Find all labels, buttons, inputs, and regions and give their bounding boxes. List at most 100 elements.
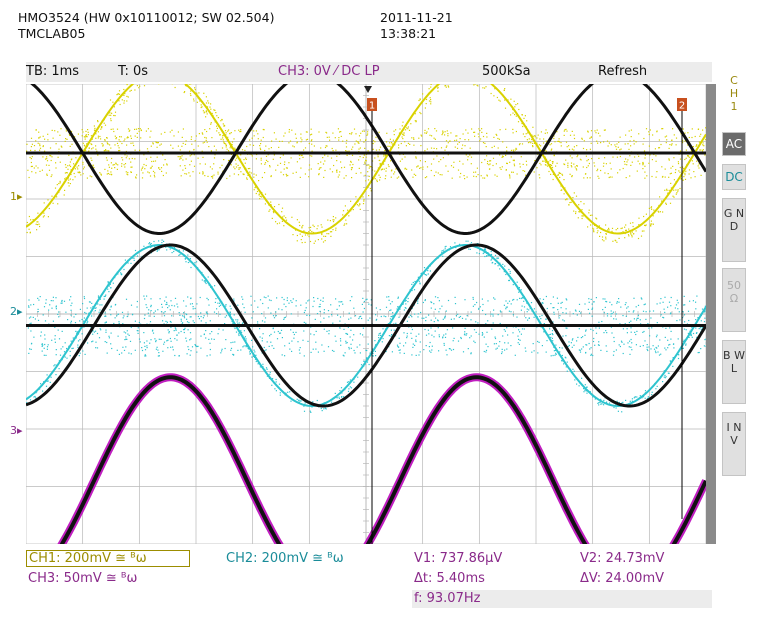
ch2-noise-point [525, 350, 527, 352]
ch1-envelope-point [123, 100, 125, 102]
bandwidth-limit-button[interactable]: B W L [722, 340, 746, 404]
ch2-noise-point [190, 350, 192, 352]
ch1-envelope-point [101, 126, 103, 128]
ch2-noise-point [290, 313, 292, 315]
ch1-envelope-point [227, 136, 229, 138]
ch1-noise-point [669, 173, 671, 175]
timebase-readout[interactable]: TB: 1ms [26, 64, 80, 79]
ac-coupling-button[interactable]: AC [722, 132, 746, 156]
ch1-envelope-point [424, 107, 426, 109]
cursor-1-marker[interactable] [367, 98, 377, 111]
ch1-noise-point [61, 146, 63, 148]
trigger-readout[interactable]: CH3: 0V ⁄ DC LP [278, 64, 380, 79]
ch2-noise-point [585, 344, 587, 346]
ch2-envelope-point [465, 240, 467, 242]
ch1-noise-point [65, 130, 67, 132]
ch2-noise-point [143, 295, 145, 297]
cursor-lines[interactable]: 1 2 [364, 86, 687, 544]
ch2-noise-point [91, 302, 93, 304]
ch2-envelope-point [683, 339, 685, 341]
ch1-noise-point [42, 145, 44, 147]
ch2-noise-point [183, 312, 185, 314]
ch2-noise-point [507, 342, 509, 344]
ch1-noise-point [505, 128, 507, 130]
ch1-envelope-point [309, 229, 311, 231]
dc-coupling-button[interactable]: DC [722, 164, 746, 190]
ch2-settings[interactable]: CH2: 200mV ≅ ᴮω [226, 551, 344, 566]
50-ohm-button[interactable]: 50 Ω [722, 268, 746, 332]
ch2-noise-point [424, 299, 426, 301]
scope-screen[interactable]: 1 2 [26, 84, 706, 544]
ch2-envelope-point [672, 365, 674, 367]
ch1-noise-point [324, 154, 326, 156]
ch3-settings[interactable]: CH3: 50mV ≅ ᴮω [28, 571, 138, 586]
sample-rate-readout[interactable]: 500kSa [482, 64, 531, 79]
ch1-ground-marker[interactable]: 1▸ [10, 190, 23, 203]
acquisition-mode[interactable]: Refresh [598, 64, 648, 79]
ch1-noise-point [658, 147, 661, 149]
ch2-envelope-point [94, 307, 96, 309]
ch2-envelope-point [633, 397, 635, 399]
ch1-envelope-point [591, 214, 593, 216]
ch1-noise-point [477, 174, 479, 176]
ch1-noise-point [449, 140, 451, 142]
ch2-ground-marker[interactable]: 2▸ [10, 305, 23, 318]
ch1-settings-box[interactable]: CH1: 200mV ≅ ᴮω [26, 550, 190, 567]
ch1-noise-point [550, 143, 553, 145]
ch2-noise-point [653, 348, 656, 350]
ch2-noise-point [89, 301, 91, 303]
ch2-noise-point [136, 330, 138, 332]
ch2-noise-point [550, 336, 552, 338]
ch1-noise-point [350, 167, 353, 169]
ch1-envelope-point [521, 122, 523, 125]
ch1-envelope-point [499, 100, 501, 102]
ch1-noise-point [671, 143, 673, 145]
ch1-noise-point [354, 143, 356, 145]
ch1-noise-point [355, 172, 357, 174]
ch1-noise-point [522, 163, 524, 165]
ch2-envelope-point [123, 268, 125, 271]
ch1-noise-point [185, 173, 188, 175]
ch1-noise-point [134, 158, 136, 160]
ch2-noise-point [535, 311, 537, 313]
trigger-position-marker[interactable] [364, 86, 372, 93]
ch2-noise-point [591, 307, 594, 309]
ch2-envelope-point [609, 402, 611, 404]
ch1-noise-point [407, 128, 409, 130]
ch1-noise-point [614, 144, 616, 146]
trigger-time-readout[interactable]: T: 0s [118, 64, 149, 79]
ch3-ground-marker[interactable]: 3▸ [10, 424, 23, 437]
ch1-noise-point [506, 162, 508, 164]
ch1-noise-point [582, 147, 585, 150]
ch1-noise-point [164, 159, 166, 161]
ch2-noise-point [414, 313, 416, 315]
ch1-noise-point [617, 146, 619, 148]
ch2-noise-point [108, 335, 110, 337]
ch2-envelope-point [91, 315, 93, 317]
ch2-noise-point [349, 336, 351, 338]
ch2-envelope-point [205, 282, 207, 285]
invert-button[interactable]: I N V [722, 412, 746, 476]
ch1-noise-point [54, 130, 56, 132]
ch1-noise-point [459, 138, 461, 140]
ch1-noise-point [82, 173, 84, 175]
ch2-noise-point [51, 339, 53, 341]
ch2-noise-point [625, 302, 627, 304]
ch2-noise-point [348, 346, 350, 349]
ch1-noise-point [365, 156, 367, 158]
ch1-envelope-point [595, 217, 597, 219]
ch1-noise-point [234, 130, 236, 132]
ch1-noise-point [127, 128, 130, 130]
ch2-noise-point [272, 315, 275, 317]
ch2-noise-point [591, 303, 593, 305]
ch1-noise-point [265, 145, 267, 147]
ch2-noise-point [243, 330, 245, 332]
ch2-noise-point [646, 344, 648, 346]
ch1-noise-point [365, 160, 367, 162]
gnd-button[interactable]: G N D [722, 198, 746, 262]
cursor-2-marker[interactable] [677, 98, 687, 111]
ch1-noise-point [95, 148, 97, 150]
ch1-noise-point [363, 141, 365, 143]
ch1-envelope-point [52, 202, 54, 204]
ch2-noise-point [696, 336, 698, 338]
